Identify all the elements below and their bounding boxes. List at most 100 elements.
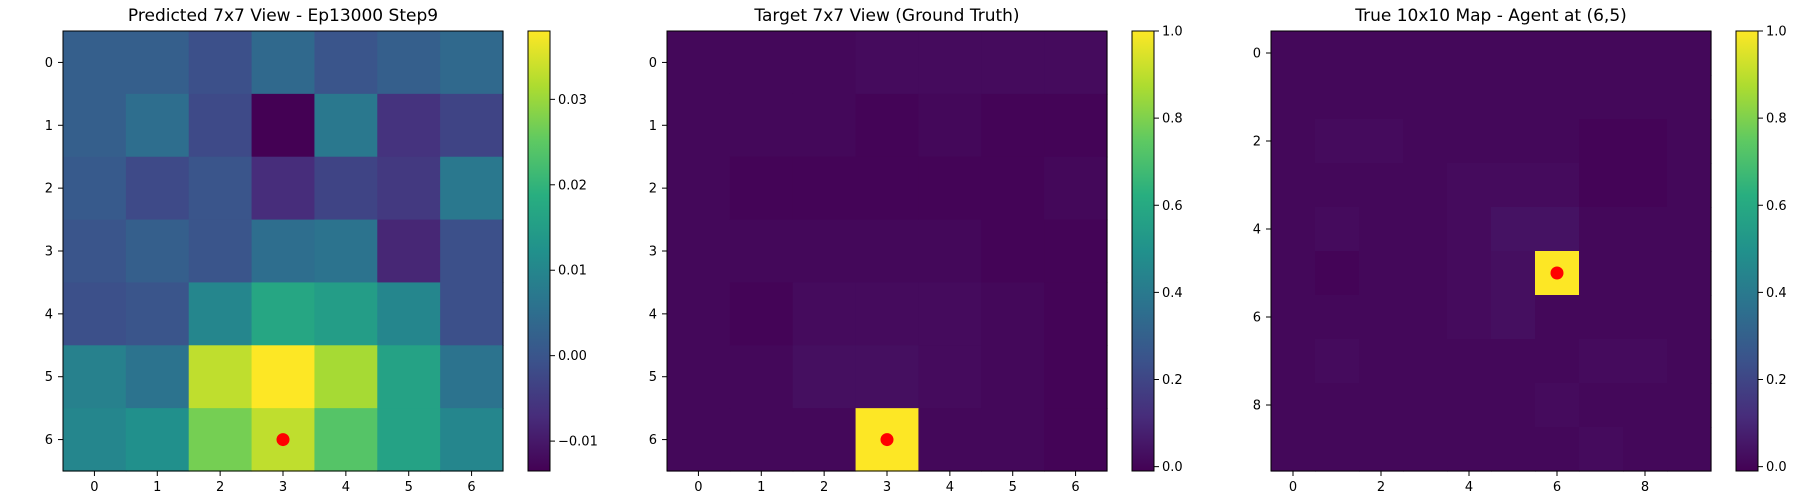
x-tick-label: 4: [946, 480, 954, 495]
colorbar-tick-label: 0.6: [1162, 199, 1183, 214]
heatmap-cell: [1315, 383, 1360, 428]
heatmap-cell: [1044, 93, 1108, 158]
heatmap-cell: [125, 219, 190, 284]
heatmap-cell: [63, 31, 127, 95]
heatmap-cell: [918, 31, 982, 95]
plot-frame: [1270, 30, 1712, 472]
heatmap-cell: [1447, 163, 1492, 208]
heatmap-cell: [918, 156, 982, 221]
heatmap-cell: [1044, 345, 1108, 409]
heatmap-cell: [63, 219, 127, 284]
heatmap-cell: [1667, 339, 1712, 384]
heatmap-cell: [855, 345, 920, 409]
heatmap-cell: [1667, 383, 1712, 428]
heatmap-cell: [1579, 383, 1624, 428]
heatmap-cell: [188, 408, 253, 472]
heatmap-cell: [1447, 207, 1492, 252]
x-tick-label: 1: [153, 480, 161, 495]
heatmap-cell: [188, 219, 253, 284]
heatmap-cell: [377, 408, 441, 472]
x-tick-label: 3: [883, 480, 891, 495]
heatmap-cell: [63, 282, 127, 346]
heatmap-cell: [314, 408, 378, 472]
y-tick-label: 5: [649, 370, 657, 385]
heatmap-cell: [667, 31, 731, 95]
colorbar: [527, 30, 551, 472]
heatmap-cell: [855, 282, 920, 346]
y-tick-label: 2: [649, 182, 657, 197]
y-tick-label: 0: [649, 56, 657, 71]
heatmap-cell: [1403, 75, 1448, 120]
heatmap-cell: [1403, 31, 1448, 76]
heatmap-cell: [667, 156, 731, 221]
colorbar-tick-label: 0.2: [1766, 373, 1787, 388]
y-tick-label: 6: [649, 433, 657, 448]
heatmap-cell: [440, 408, 504, 472]
x-tick-label: 0: [90, 480, 98, 495]
heatmap-cell: [377, 156, 441, 221]
heatmap-cell: [1447, 339, 1492, 384]
heatmap-cell: [1667, 295, 1712, 340]
colorbar-tick-label: 0.0: [1766, 460, 1787, 475]
heatmap-cell: [1359, 75, 1404, 120]
agent-marker: [276, 433, 290, 447]
heatmap-cell: [1447, 251, 1492, 296]
y-tick-label: 3: [45, 245, 53, 260]
heatmap-cell: [1535, 427, 1580, 472]
heatmap-cell: [314, 219, 378, 284]
x-tick-label: 8: [1641, 480, 1649, 495]
y-tick-label: 1: [45, 119, 53, 134]
heatmap-cell: [918, 408, 982, 472]
heatmap-cell: [1315, 163, 1360, 208]
heatmap-cell: [1447, 383, 1492, 428]
heatmap-cell: [1535, 207, 1580, 252]
heatmap-cell: [1315, 31, 1360, 76]
y-tick-label: 4: [45, 307, 53, 322]
heatmap-cell: [1579, 427, 1624, 472]
y-tick-label: 3: [649, 245, 657, 260]
heatmap-cell: [188, 31, 253, 95]
heatmap-cell: [981, 219, 1045, 284]
heatmap-cell: [1044, 156, 1108, 221]
y-tick-label: 6: [1253, 311, 1261, 326]
heatmap-cell: [440, 282, 504, 346]
heatmap-cell: [855, 156, 920, 221]
x-tick-label: 0: [1289, 480, 1297, 495]
x-tick-label: 2: [820, 480, 828, 495]
heatmap-cell: [377, 219, 441, 284]
colorbar-tick-label: 0.8: [1766, 112, 1787, 127]
heatmap-cell: [792, 93, 857, 158]
heatmap-cell: [188, 345, 253, 409]
heatmap-cell: [1359, 295, 1404, 340]
heatmap-cell: [1579, 31, 1624, 76]
heatmap-cell: [729, 345, 794, 409]
x-tick-label: 1: [757, 480, 765, 495]
heatmap-cell: [1359, 427, 1404, 472]
heatmap-cell: [1271, 251, 1316, 296]
heatmap-cell: [792, 219, 857, 284]
x-tick-label: 6: [1553, 480, 1561, 495]
heatmap-cell: [1667, 119, 1712, 164]
heatmap-cell: [792, 31, 857, 95]
heatmap-cell: [1667, 163, 1712, 208]
agent-marker: [880, 433, 894, 447]
heatmap-cell: [1359, 163, 1404, 208]
chart-title: Predicted 7x7 View - Ep13000 Step9: [128, 6, 438, 26]
heatmap-cell: [792, 408, 857, 472]
heatmap-cell: [1359, 383, 1404, 428]
heatmap-cell: [440, 93, 504, 158]
colorbar-tick-label: 1.0: [1766, 25, 1787, 40]
heatmap-cell: [125, 31, 190, 95]
heatmap-cell: [1359, 207, 1404, 252]
colorbar-tick-label: 0.01: [558, 264, 587, 279]
heatmap-cell: [1403, 251, 1448, 296]
heatmap-cell: [1359, 251, 1404, 296]
heatmap-cell: [1667, 75, 1712, 120]
colorbar-tick-label: 0.03: [558, 93, 587, 108]
heatmap-cell: [1491, 427, 1536, 472]
heatmap-cell: [1623, 75, 1668, 120]
heatmap-cell: [1667, 207, 1712, 252]
heatmap-cell: [125, 156, 190, 221]
heatmap-cell: [440, 31, 504, 95]
